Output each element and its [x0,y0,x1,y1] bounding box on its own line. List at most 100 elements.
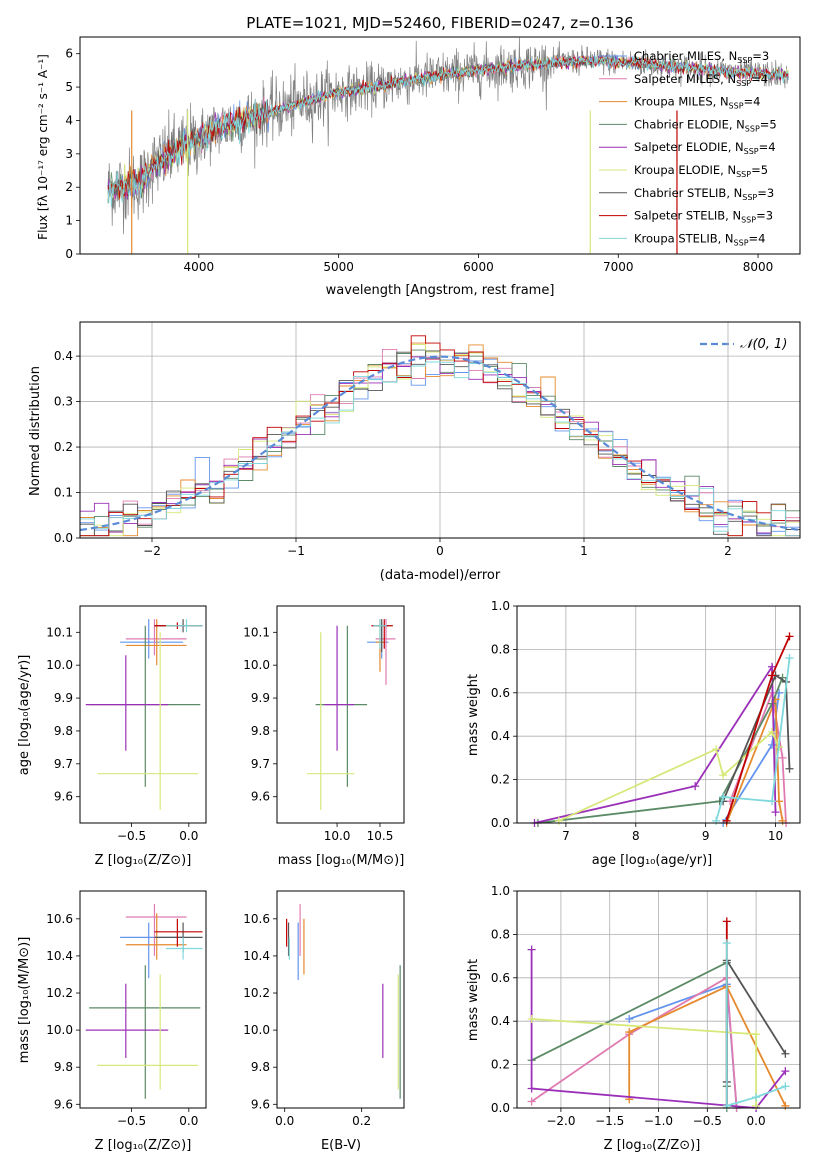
y-tick-label: 0.8 [491,642,510,656]
mw_age-frame [516,605,801,824]
x-tick-label: 0 [436,544,444,558]
mass-weight-point [768,671,777,680]
age_mass-frame [276,605,405,824]
spectrum-legend-label: Chabrier ELODIE, NSSP=5 [634,117,777,133]
mass-weight-point [712,816,721,825]
y-tick-label: 0.6 [491,971,510,985]
mass-weight-point [768,662,777,671]
x-tick-label: −0.5 [693,1114,722,1128]
mass-weight-point [785,632,794,641]
y-tick-label: 10.1 [243,625,270,639]
y-tick-label: 0.3 [54,395,73,409]
y-tick-label: 9.6 [54,790,73,804]
y-tick-label: 9.7 [251,757,270,771]
y-tick-label: 9.9 [54,691,73,705]
x-tick-label: 4000 [184,260,215,274]
x-tick-label: −2.0 [546,1114,575,1128]
mw_z-axes: −2.0 −1.5 −1.0 −0.5 0.0 0.0 0.2 0.4 0.6 0.8 1.0 [491,884,800,1128]
normal-curve-line [80,355,800,532]
x-tick-label: 0.0 [275,1114,294,1128]
figure-title: PLATE=1021, MJD=52460, FIBERID=0247, z=0… [246,14,633,32]
spectrum-xlabel: wavelength [Angstrom, rest frame] [326,283,555,298]
age-z-ylabel: age [log₁₀(age/yr)] [17,655,32,776]
mass-weight-line [531,976,738,1108]
mass_z-frame [79,890,207,1109]
y-tick-label: 9.9 [251,691,270,705]
y-tick-label: 0.0 [54,531,73,545]
age-z-xlabel: Z [log₁₀(Z/Z⊙)] [95,853,192,868]
hist-ylabel: Normed distribution [28,366,43,496]
mass-weight-point [752,1093,761,1102]
y-tick-label: 1.0 [491,884,510,898]
y-tick-label: 9.7 [54,757,73,771]
y-tick-label: 4 [65,113,73,127]
spectrum-ylabel: Flux [fλ 10⁻¹⁷ erg cm⁻² s⁻¹ A⁻¹] [36,54,50,240]
x-tick-label: 7 [562,829,570,843]
x-tick-label: 8 [632,829,640,843]
x-tick-label: −0.5 [117,829,146,843]
mass-weight-point [527,1084,536,1093]
mass-weight-point [625,1015,634,1024]
mw-age-ylabel: mass weight [466,674,481,756]
x-tick-label: 0.0 [179,829,198,843]
mass-weight-point [712,745,721,754]
y-tick-label: 0.4 [491,729,510,743]
mass-weight-point [785,764,794,773]
mass-weight-point [768,727,777,736]
mass-z-xlabel: Z [log₁₀(Z/Z⊙)] [95,1138,192,1153]
y-tick-label: 10.0 [46,658,73,672]
spectrum-legend-label: Chabrier STELIB, NSSP=3 [634,186,774,202]
x-tick-label: 10 [768,829,783,843]
hist-legend: 𝒩(0, 1) [700,337,787,352]
mw_age-axes: 7 8 9 10 0.0 0.2 0.4 0.6 0.8 1.0 [491,599,800,843]
x-tick-label: 10.0 [324,829,351,843]
spectrum-frame [79,36,801,255]
age_z-axes: −0.5 0.0 9.6 9.7 9.8 9.9 10.0 10.1 [46,625,198,843]
x-tick-label: −0.5 [117,1114,146,1128]
y-tick-label: 0.1 [54,486,73,500]
mass-weight-point [781,1082,790,1091]
x-tick-label: 5000 [323,260,354,274]
y-tick-label: 0 [65,247,73,261]
y-tick-label: 5 [65,80,73,94]
y-tick-label: 10.0 [243,1023,270,1037]
y-tick-label: 10.4 [46,949,73,963]
x-tick-label: −2 [143,544,161,558]
mass-weight-point [768,797,777,806]
y-tick-label: 10.0 [243,658,270,672]
age_mass-axes: 10.0 10.5 9.6 9.7 9.8 9.9 10.0 10.1 [243,625,393,843]
mass-weight-point [527,1015,536,1024]
spectrum-legend-label: Salpeter ELODIE, NSSP=4 [634,140,776,156]
x-tick-label: −1 [287,544,305,558]
x-tick-label: 10.5 [367,829,394,843]
mass-weight-point [778,753,787,762]
spectrum-legend-label: Salpeter MILES, NSSP=4 [634,72,768,88]
y-tick-label: 10.6 [243,912,270,926]
mass-weight-point [719,771,728,780]
mass-weight-line [725,943,786,1108]
mass-weight-point [625,1028,634,1037]
y-tick-label: 9.6 [251,1097,270,1111]
mass-weight-line [725,698,784,823]
x-tick-label: −1.5 [595,1114,624,1128]
hist-frame [79,321,801,539]
hist-xlabel: (data-model)/error [380,568,501,583]
y-tick-label: 9.6 [251,790,270,804]
mw_z-frame [516,890,801,1109]
x-tick-label: −1.0 [644,1114,673,1128]
mass_z-axes: −0.5 0.0 9.6 9.8 10.0 10.2 10.4 10.6 [46,912,198,1128]
y-tick-label: 1.0 [491,599,510,613]
y-tick-label: 0.2 [54,440,73,454]
y-tick-label: 10.2 [46,986,73,1000]
x-tick-label: 0.2 [352,1114,371,1128]
y-tick-label: 2 [65,180,73,194]
spectrum-legend-label: Chabrier MILES, NSSP=3 [634,49,769,65]
y-tick-label: 10.2 [243,986,270,1000]
y-tick-label: 9.6 [54,1097,73,1111]
x-tick-label: 9 [702,829,710,843]
residual-histogram-step [80,350,800,537]
mw-z-xlabel: Z [log₁₀(Z/Z⊙)] [604,1138,701,1153]
y-tick-label: 1 [65,214,73,228]
y-tick-label: 10.4 [243,949,270,963]
